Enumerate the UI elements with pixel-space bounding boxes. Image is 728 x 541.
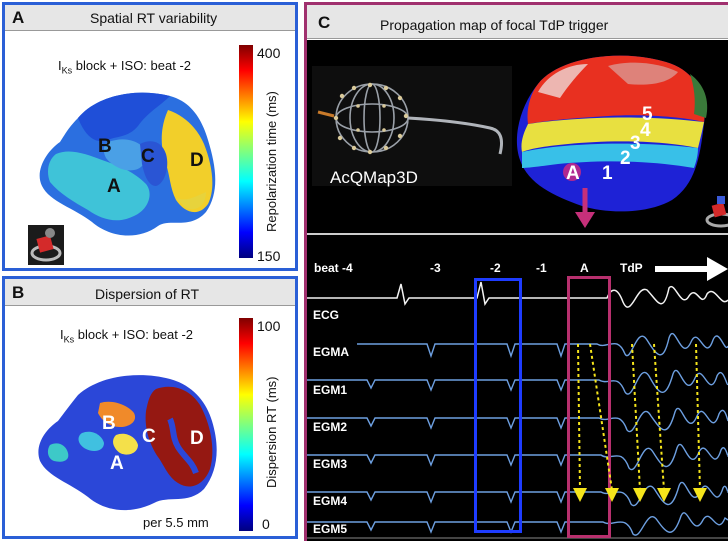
panel-a-letter: A — [12, 8, 25, 27]
panel-a-title: Spatial RT variability — [90, 10, 218, 26]
map-label-4: 4 — [640, 120, 651, 141]
panel-b-header — [5, 279, 295, 306]
trace-label-egm5: EGM5 — [313, 522, 348, 536]
panel-b-colorbar-max: 100 — [257, 318, 281, 334]
trace-label-egma: EGMA — [313, 345, 349, 359]
panel-b-note: per 5.5 mm — [143, 515, 209, 530]
propagation-map — [516, 55, 708, 212]
magenta-arrow — [575, 188, 595, 228]
yellow-propagation-arrows — [573, 343, 707, 502]
map-label-3: 3 — [630, 133, 641, 154]
egma-trace — [357, 332, 728, 359]
map-label-a: A — [566, 163, 580, 184]
catheter-label: AcQMap3D — [330, 168, 418, 187]
panel-a-orientation-icon — [28, 225, 64, 265]
beat-a-highlight-box — [567, 276, 611, 538]
egm1-trace — [307, 369, 728, 395]
trace-label-egm1: EGM1 — [313, 383, 348, 397]
beat-label-minus1: -1 — [536, 261, 547, 275]
panel-b-heart-map — [38, 375, 217, 511]
beat-minus2-highlight-box — [474, 278, 522, 533]
panel-a-region-c: C — [141, 146, 155, 167]
panel-b-colorbar-min: 0 — [262, 516, 270, 532]
panel-c-title: Propagation map of focal TdP trigger — [380, 17, 609, 33]
panel-a-region-d: D — [190, 150, 204, 171]
egm5-trace — [307, 512, 728, 536]
panel-b-region-a: A — [110, 453, 124, 474]
beat-label-minus2: -2 — [490, 261, 501, 275]
beat-label-a: A — [580, 261, 589, 275]
panel-a — [2, 2, 298, 271]
panel-a-colorbar-min: 150 — [257, 248, 281, 264]
beat-separator-line — [307, 233, 728, 235]
map-label-5: 5 — [642, 104, 653, 125]
beat-label-minus3: -3 — [430, 261, 441, 275]
panel-a-colorbar — [239, 45, 253, 258]
egm2-trace — [307, 407, 728, 433]
panel-a-colorbar-max: 400 — [257, 45, 281, 61]
panel-b-region-b: B — [102, 413, 116, 434]
panel-b-region-c: C — [142, 426, 156, 447]
beat-label-tdp: TdP — [620, 261, 643, 275]
tdp-arrow — [655, 257, 728, 281]
catheter-image — [312, 66, 512, 186]
panel-c-letter: C — [318, 13, 331, 32]
trace-label-egm4: EGM4 — [313, 494, 348, 508]
panel-b-colorbar — [239, 318, 253, 531]
map-label-1: 1 — [602, 163, 613, 184]
beat-label-minus4: beat -4 — [314, 261, 353, 275]
trace-label-egm2: EGM2 — [313, 420, 348, 434]
panel-c-header — [307, 5, 728, 39]
panel-b-region-d: D — [190, 428, 204, 449]
map-orientation-icon — [705, 196, 728, 228]
panel-a-region-b: B — [98, 136, 112, 157]
panel-b-title: Dispersion of RT — [95, 286, 200, 302]
panel-a-subtitle: IKs block + ISO: beat -2 — [58, 58, 192, 76]
panel-a-colorbar-label: Repolarization time (ms) — [264, 91, 279, 232]
panel-a-region-a: A — [107, 176, 121, 197]
panel-b-letter: B — [12, 283, 25, 302]
map-label-2: 2 — [620, 148, 631, 169]
egm3-trace — [307, 443, 728, 471]
panel-a-header — [5, 5, 295, 31]
panel-b-colorbar-label: Dispersion RT (ms) — [264, 376, 279, 488]
panel-a-heart-map — [39, 92, 216, 236]
trace-label-egm3: EGM3 — [313, 457, 348, 471]
trace-label-ecg: ECG — [313, 308, 340, 322]
panel-b — [2, 276, 298, 539]
egm4-trace — [307, 481, 728, 507]
panel-b-subtitle: IKs block + ISO: beat -2 — [60, 327, 194, 345]
